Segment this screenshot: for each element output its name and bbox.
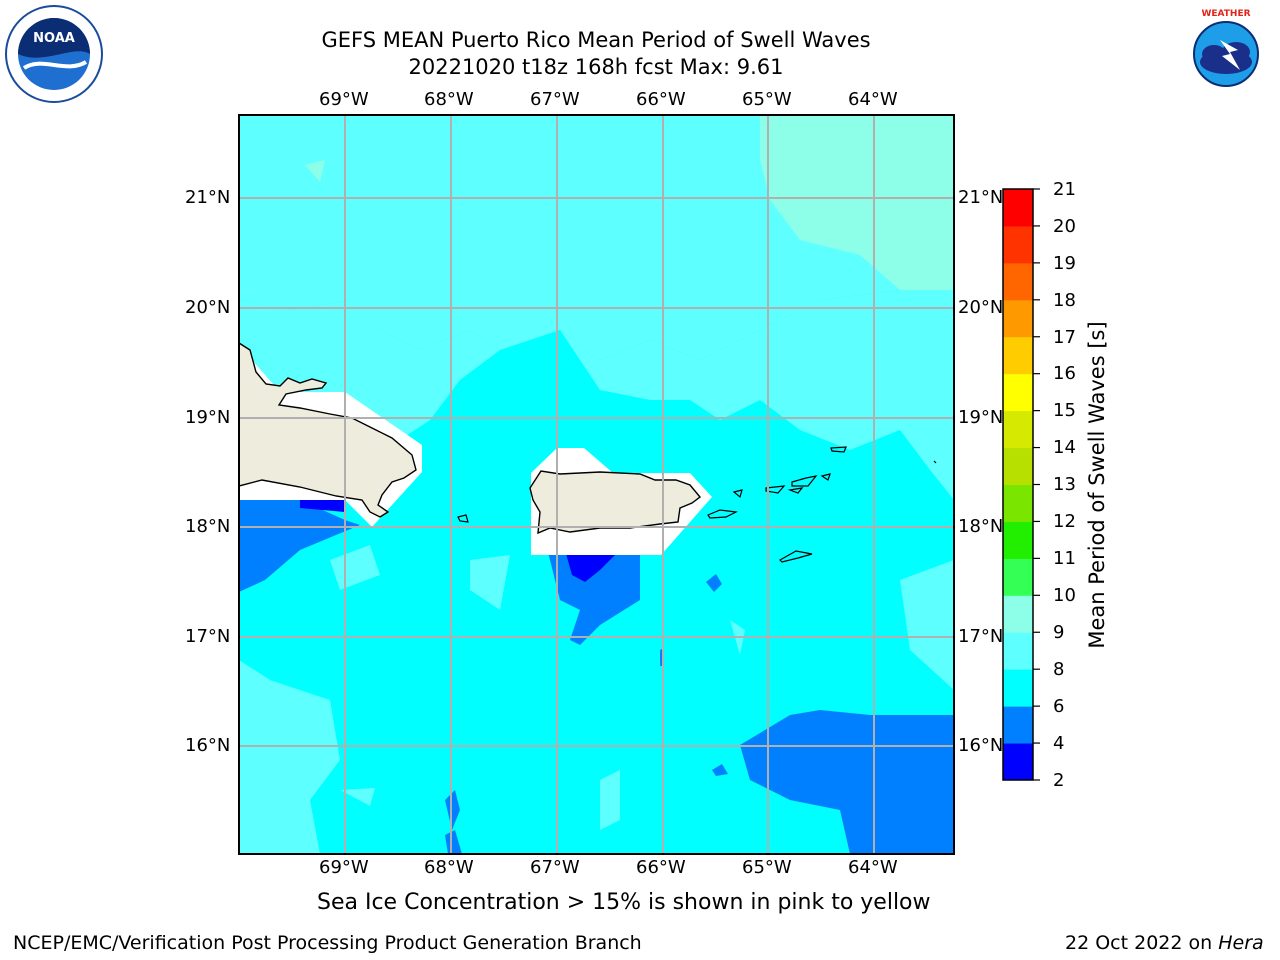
lat-label-right: 20°N <box>958 297 1004 318</box>
colorbar-segment <box>1003 410 1033 449</box>
lon-label-bottom: 66°W <box>636 857 686 878</box>
colorbar-segment <box>1003 743 1033 781</box>
colorbar-tick: 12 <box>1053 511 1076 532</box>
colorbar-segment <box>1003 373 1033 412</box>
lat-label-left: 17°N <box>185 626 231 647</box>
lon-label-top: 67°W <box>530 89 580 110</box>
lon-label-top: 65°W <box>742 89 792 110</box>
colorbar-segment <box>1003 558 1033 596</box>
colorbar-frame <box>1002 188 1034 781</box>
colorbar-tick: 16 <box>1053 363 1076 384</box>
svg-text:WEATHER: WEATHER <box>1201 9 1250 19</box>
colorbar-segment <box>1003 669 1033 707</box>
colorbar-segment <box>1003 484 1033 522</box>
footer-date-text: 22 Oct 2022 on <box>1065 932 1219 954</box>
lon-label-bottom: 69°W <box>319 857 369 878</box>
colorbar-tick: 14 <box>1053 437 1076 458</box>
colorbar-label: Mean Period of Swell Waves [s] <box>1085 321 1109 649</box>
lat-label-left: 20°N <box>185 297 231 318</box>
swell-9-10-spot <box>305 160 325 182</box>
colorbar-tick: 13 <box>1053 474 1076 495</box>
colorbar-segment <box>1003 225 1033 264</box>
lat-label-right: 18°N <box>958 516 1004 537</box>
map-frame <box>238 114 955 855</box>
colorbar-tick: 11 <box>1053 548 1076 569</box>
colorbar-tick: 9 <box>1053 622 1065 643</box>
lon-label-top: 66°W <box>636 89 686 110</box>
colorbar-tick: 2 <box>1053 770 1065 791</box>
colorbar-segment <box>1003 632 1033 670</box>
hispaniola-landmass <box>239 342 417 518</box>
footer-credit: NCEP/EMC/Verification Post Processing Pr… <box>13 932 642 954</box>
lon-label-bottom: 67°W <box>530 857 580 878</box>
small-islands <box>457 446 937 563</box>
puerto-rico-landmass <box>529 470 702 535</box>
colorbar-tick: 8 <box>1053 659 1065 680</box>
colorbar-tick: 10 <box>1053 585 1076 606</box>
colorbar-tick: 15 <box>1053 400 1076 421</box>
chart-title: GEFS MEAN Puerto Rico Mean Period of Swe… <box>321 28 871 52</box>
lon-label-bottom: 65°W <box>742 857 792 878</box>
lon-label-top: 68°W <box>424 89 474 110</box>
lon-label-top: 69°W <box>319 89 369 110</box>
colorbar-tick: 4 <box>1053 733 1065 754</box>
swell-9-10-region <box>760 115 954 290</box>
lat-label-right: 16°N <box>958 735 1004 756</box>
colorbar-tick: 17 <box>1053 327 1076 348</box>
colorbar-tick: 18 <box>1053 290 1076 311</box>
svg-text:NOAA: NOAA <box>33 31 75 46</box>
colorbar-segment <box>1003 447 1033 485</box>
lat-label-left: 16°N <box>185 735 231 756</box>
sea-ice-note: Sea Ice Concentration > 15% is shown in … <box>317 890 931 915</box>
noaa-logo: NOAA <box>5 5 103 103</box>
footer-host: Hera <box>1218 932 1264 954</box>
colorbar-segment <box>1003 521 1033 559</box>
colorbar-tick: 20 <box>1053 216 1076 237</box>
lon-label-top: 64°W <box>848 89 898 110</box>
colorbar-tick: 21 <box>1053 179 1076 200</box>
map-plot <box>239 115 954 854</box>
colorbar-segment <box>1003 262 1033 301</box>
colorbar-segment <box>1003 189 1033 227</box>
lon-label-bottom: 68°W <box>424 857 474 878</box>
colorbar-segment <box>1003 595 1033 633</box>
colorbar-segment <box>1003 299 1033 338</box>
colorbar-segment <box>1003 336 1033 375</box>
colorbar-tick: 6 <box>1053 696 1065 717</box>
graticule <box>239 115 954 854</box>
lat-label-left: 19°N <box>185 407 231 428</box>
colorbar-segment <box>1003 706 1033 744</box>
nws-logo: WEATHER <box>1178 6 1274 102</box>
colorbar-tick: 19 <box>1053 253 1076 274</box>
lat-label-left: 21°N <box>185 187 231 208</box>
footer-date: 22 Oct 2022 on Hera <box>1065 932 1264 954</box>
lon-label-bottom: 64°W <box>848 857 898 878</box>
lat-label-right: 19°N <box>958 407 1004 428</box>
colorbar <box>1003 188 1040 781</box>
lat-label-right: 21°N <box>958 187 1004 208</box>
lat-label-right: 17°N <box>958 626 1004 647</box>
lat-label-left: 18°N <box>185 516 231 537</box>
chart-subtitle: 20221020 t18z 168h fcst Max: 9.61 <box>408 55 784 79</box>
